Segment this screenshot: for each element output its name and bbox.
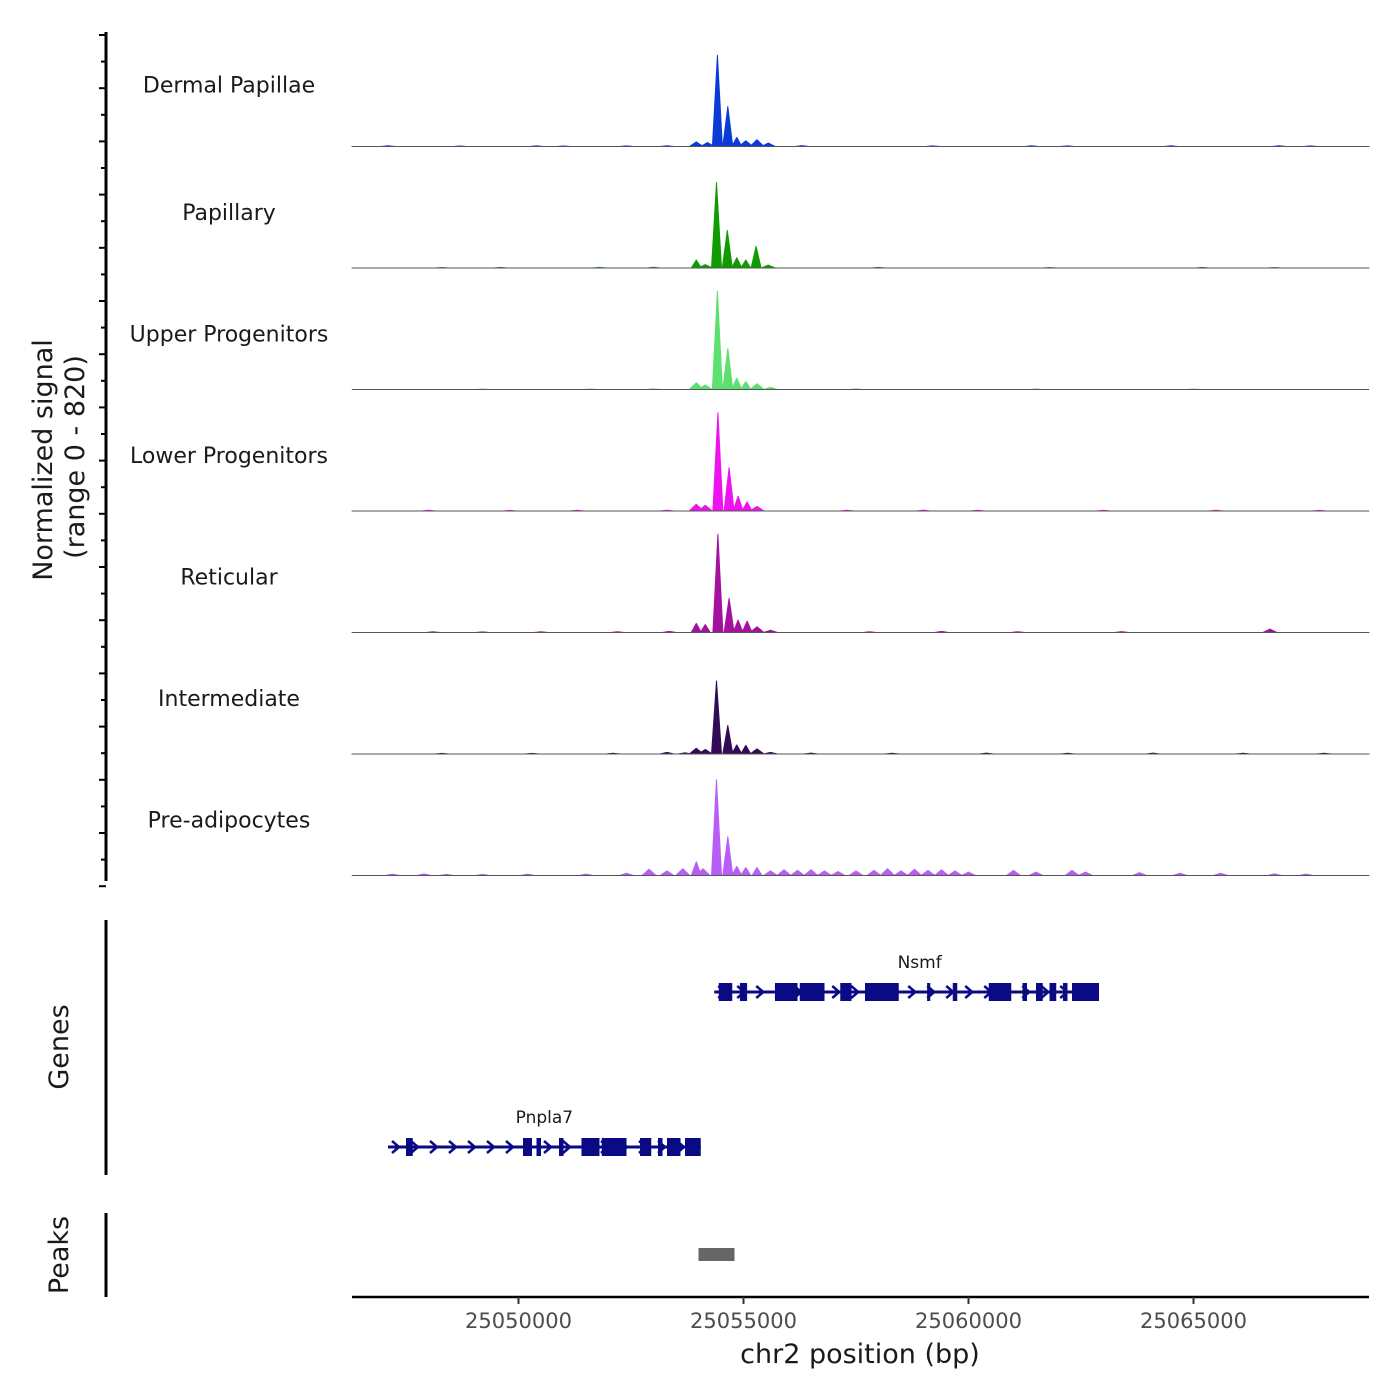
strand-arrow xyxy=(562,1140,572,1154)
track-lower-progenitors: Lower Progenitors xyxy=(130,412,1370,512)
strand-arrow xyxy=(755,985,766,999)
x-tick-label: 25060000 xyxy=(915,1309,1022,1333)
gene-exon xyxy=(559,1138,564,1156)
track-label: Pre-adipocytes xyxy=(148,809,311,834)
track-label: Intermediate xyxy=(158,687,300,712)
gene-exon xyxy=(718,983,733,1001)
strand-arrow xyxy=(505,1140,515,1154)
gene-exon xyxy=(667,1138,681,1156)
strand-arrow xyxy=(391,1140,401,1154)
track-pre-adipocytes: Pre-adipocytes xyxy=(148,779,1370,876)
gene-exon xyxy=(865,983,899,1001)
coverage-area xyxy=(351,680,1370,755)
gene-exon xyxy=(601,1138,622,1156)
signal-y-ticks xyxy=(99,34,106,888)
track-upper-progenitors: Upper Progenitors xyxy=(130,290,1370,390)
gene-pnpla7: Pnpla7 xyxy=(388,1108,701,1156)
peak-region xyxy=(698,1248,735,1261)
strand-arrow xyxy=(907,985,918,999)
strand-arrow xyxy=(1040,985,1051,999)
coverage-area xyxy=(351,54,1370,147)
strand-arrow xyxy=(831,985,842,999)
strand-arrow xyxy=(429,1140,439,1154)
track-label: Dermal Papillae xyxy=(143,74,315,99)
gene-exon xyxy=(581,1138,600,1156)
gene-exon xyxy=(1063,983,1068,1001)
strand-arrow xyxy=(964,985,975,999)
strand-arrow xyxy=(410,1140,420,1154)
gene-exon xyxy=(952,983,958,1001)
genes-panel-label: Genes xyxy=(44,1004,75,1089)
strand-arrow xyxy=(486,1140,496,1154)
gene-exon xyxy=(536,1138,541,1156)
gene-exon xyxy=(927,983,931,1001)
gene-exon xyxy=(523,1138,532,1156)
peaks-panel-label: Peaks xyxy=(44,1216,75,1294)
gene-label: Nsmf xyxy=(898,953,943,973)
track-intermediate: Intermediate xyxy=(158,680,1370,755)
y-axis-title: Normalized signal xyxy=(28,339,59,581)
track-label: Upper Progenitors xyxy=(130,323,329,348)
coverage-area xyxy=(351,533,1370,633)
coverage-area xyxy=(351,290,1370,390)
gene-exon xyxy=(739,983,748,1001)
peak-annotations xyxy=(698,1248,735,1261)
strand-arrow xyxy=(448,1140,458,1154)
track-dermal-papillae: Dermal Papillae xyxy=(143,54,1370,147)
x-axis-title: chr2 position (bp) xyxy=(740,1339,980,1370)
gene-exon xyxy=(685,1138,701,1156)
coverage-tracks: Dermal Papillae Papillary Upper Progenitor… xyxy=(130,54,1370,876)
gene-annotations: Nsmf Pnpla7 xyxy=(388,953,1099,1156)
gene-exon xyxy=(640,1138,652,1156)
track-papillary: Papillary xyxy=(182,182,1370,269)
gene-exon xyxy=(1022,983,1027,1001)
x-tick-label: 25055000 xyxy=(690,1309,797,1333)
track-reticular: Reticular xyxy=(180,533,1370,633)
gene-exon xyxy=(622,1138,627,1156)
x-axis-ticks: 25050000 25055000 25060000 25065000 xyxy=(465,1297,1247,1333)
track-label: Reticular xyxy=(180,566,278,591)
gene-exon xyxy=(658,1138,663,1156)
x-tick-label: 25050000 xyxy=(465,1309,572,1333)
gene-exon xyxy=(406,1138,413,1156)
coverage-area xyxy=(351,779,1370,876)
gene-label: Pnpla7 xyxy=(516,1108,573,1128)
gene-exon xyxy=(1036,983,1043,1001)
gene-exon xyxy=(775,983,798,1001)
x-tick-label: 25065000 xyxy=(1140,1309,1247,1333)
gene-exon xyxy=(1072,983,1099,1001)
gene-exon xyxy=(1049,983,1057,1001)
gene-exon xyxy=(840,983,852,1001)
strand-arrow xyxy=(467,1140,477,1154)
gene-exon xyxy=(799,983,825,1001)
y-axis-range: (range 0 - 820) xyxy=(60,355,91,559)
coverage-area xyxy=(351,412,1370,512)
gene-nsmf: Nsmf xyxy=(714,953,1099,1001)
track-label: Lower Progenitors xyxy=(130,444,328,469)
strand-arrow xyxy=(543,1140,553,1154)
strand-arrow xyxy=(850,985,861,999)
coverage-area xyxy=(351,182,1370,269)
gene-exon xyxy=(988,983,1012,1001)
track-label: Papillary xyxy=(182,201,276,226)
